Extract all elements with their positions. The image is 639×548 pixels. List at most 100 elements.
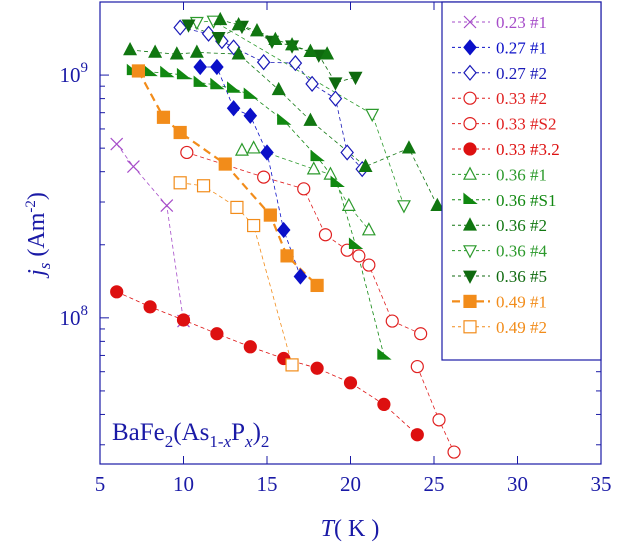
data-point: [148, 44, 163, 58]
data-point: [297, 182, 311, 196]
legend-label: 0.23 #1: [496, 13, 547, 32]
data-point: [196, 179, 211, 193]
legend-marker: [463, 217, 477, 231]
x-tick-label: 20: [340, 472, 361, 496]
data-point: [285, 37, 300, 51]
legend: 0.23 #1 0.27 #1 0.27 #2 0.33 #2 0.33 #S2 0.33…: [441, 1, 602, 361]
legend-label: 0.49 #1: [496, 292, 547, 311]
data-point: [260, 144, 274, 161]
data-point: [227, 81, 242, 93]
data-point: [230, 200, 244, 215]
x-tick-label: 10: [173, 472, 194, 496]
data-point: [277, 113, 292, 125]
data-point: [110, 285, 124, 299]
data-point: [305, 75, 319, 93]
data-point: [189, 44, 204, 58]
data-point: [414, 327, 428, 341]
series-markers: [110, 11, 461, 459]
data-point: [193, 75, 208, 87]
data-point: [310, 149, 325, 162]
data-point: [173, 125, 187, 140]
formula-sub-1: 2: [165, 432, 174, 451]
y-tick-label: 109: [60, 60, 89, 87]
data-point: [243, 107, 258, 124]
data-point: [352, 249, 366, 263]
x-tick-label: 5: [95, 472, 106, 496]
y-axis-subscript: s: [35, 262, 54, 269]
data-point: [257, 170, 271, 184]
formula-close: ): [253, 419, 261, 446]
x-tick-label: 25: [424, 472, 445, 496]
legend-marker: [463, 116, 477, 131]
data-point: [218, 157, 232, 171]
formula-x: x: [223, 432, 232, 451]
data-point: [143, 300, 157, 314]
x-axis-title: T( K ): [321, 516, 380, 542]
data-point: [231, 16, 246, 31]
data-point: [306, 161, 321, 175]
legend-marker: [463, 64, 477, 81]
legend-label: 0.36 #4: [496, 242, 548, 261]
data-point: [340, 144, 354, 161]
y-axis-unit-close: ): [24, 192, 50, 200]
data-point: [288, 54, 303, 72]
formula-p: P: [231, 419, 245, 446]
x-axis-symbol: T: [321, 516, 336, 542]
data-point: [234, 142, 249, 156]
formula-sub-3: x: [244, 432, 253, 451]
data-point: [447, 445, 461, 459]
data-point: [358, 158, 373, 172]
data-point: [303, 43, 318, 57]
data-point: [243, 87, 259, 99]
data-point: [173, 19, 187, 36]
y-axis-symbol: j: [24, 269, 50, 279]
data-point: [430, 197, 445, 211]
legend-label: 0.33 #S2: [496, 115, 556, 134]
data-point: [176, 67, 192, 80]
data-point: [410, 428, 424, 442]
data-point: [243, 340, 257, 354]
data-point: [323, 166, 338, 180]
legend-marker: [463, 142, 477, 156]
data-point: [180, 145, 194, 160]
x-axis-unit: ( K ): [334, 516, 379, 542]
data-point: [385, 314, 399, 328]
y-axis-unit: (Am: [24, 212, 50, 262]
data-point: [160, 65, 175, 78]
data-point: [361, 222, 376, 236]
data-point: [110, 137, 124, 151]
legend-label: 0.36 #1: [496, 165, 547, 184]
legend-marker: [463, 270, 477, 284]
series-line: [186, 152, 421, 335]
series-line: [133, 70, 385, 356]
data-point: [365, 108, 380, 123]
x-tick-label: 35: [591, 472, 612, 496]
legend-marker: [463, 15, 477, 29]
legend-marker: [463, 39, 477, 56]
data-point: [143, 64, 158, 77]
data-point: [377, 348, 392, 360]
data-point: [211, 31, 226, 46]
data-point: [401, 140, 416, 154]
y-axis-unit-exponent: -2: [23, 200, 39, 213]
data-point: [256, 54, 271, 71]
data-point: [348, 71, 363, 86]
y-axis-title: js (Am-2): [23, 192, 54, 279]
data-point: [231, 46, 246, 60]
data-point: [348, 237, 364, 249]
data-point: [210, 327, 224, 341]
formula-sub-2: 1-: [209, 432, 224, 451]
data-point: [410, 359, 424, 374]
data-point: [293, 268, 308, 285]
data-point: [328, 77, 343, 91]
legend-marker: [463, 294, 477, 308]
legend-marker: [463, 320, 477, 334]
data-point: [123, 41, 138, 56]
formula-main: BaFe: [112, 419, 165, 446]
legend-label: 0.33 #3.2: [496, 140, 560, 159]
legend-label: 0.27 #1: [496, 38, 547, 57]
data-point: [303, 112, 318, 126]
data-point: [377, 397, 391, 411]
x-tick-label: 30: [507, 472, 528, 496]
data-point: [213, 11, 228, 26]
